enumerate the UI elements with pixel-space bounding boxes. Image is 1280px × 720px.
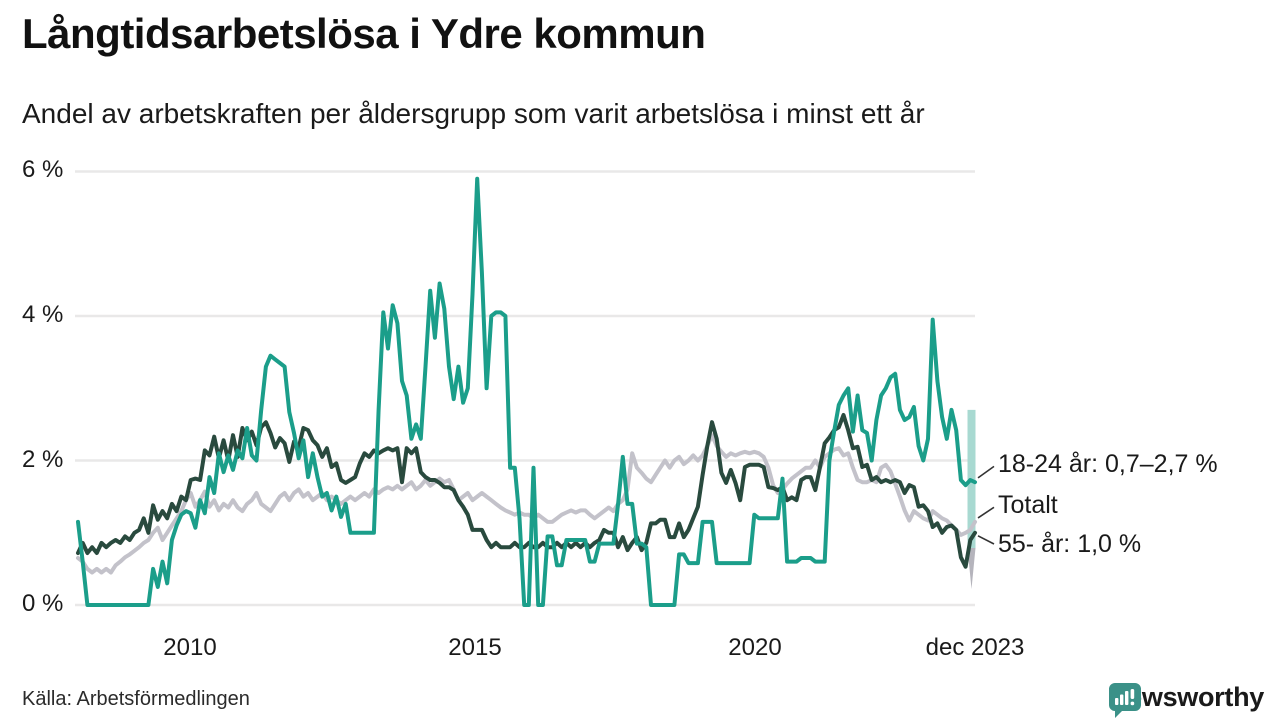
x-tick-2020: 2020: [728, 634, 782, 661]
annotation-totalt: Totalt: [998, 490, 1058, 519]
newsworthy-branding: Newsworthy: [1108, 682, 1264, 718]
y-tick-4: 4 %: [22, 300, 64, 328]
annotation-leader-line: [977, 465, 995, 479]
annotation-55: 55- år: 1,0 %: [998, 529, 1142, 558]
newsworthy-logo-icon: [1108, 683, 1141, 718]
x-tick-2015: 2015: [448, 634, 502, 661]
series-line-18-24-r: [76, 176, 977, 607]
source-label: Källa: Arbetsförmedlingen: [22, 688, 250, 710]
page-title: Långtidsarbetslösa i Ydre kommun: [22, 10, 706, 57]
y-tick-2: 2 %: [22, 445, 64, 473]
annotation-18-24: 18-24 år: 0,7–2,7 %: [998, 449, 1218, 478]
annotation-leader-line: [977, 506, 995, 519]
y-tick-0: 0 %: [22, 589, 64, 617]
x-tick-dec-2023: dec 2023: [925, 634, 1025, 661]
chart-subtitle: Andel av arbetskraften per åldersgrupp s…: [22, 98, 925, 129]
x-tick-2010: 2010: [163, 634, 217, 661]
uncertainty-band-tail: [967, 548, 976, 589]
series-line-totalt: [76, 433, 977, 575]
annotation-leader-line: [977, 535, 995, 545]
y-tick-6: 6 %: [22, 155, 64, 183]
